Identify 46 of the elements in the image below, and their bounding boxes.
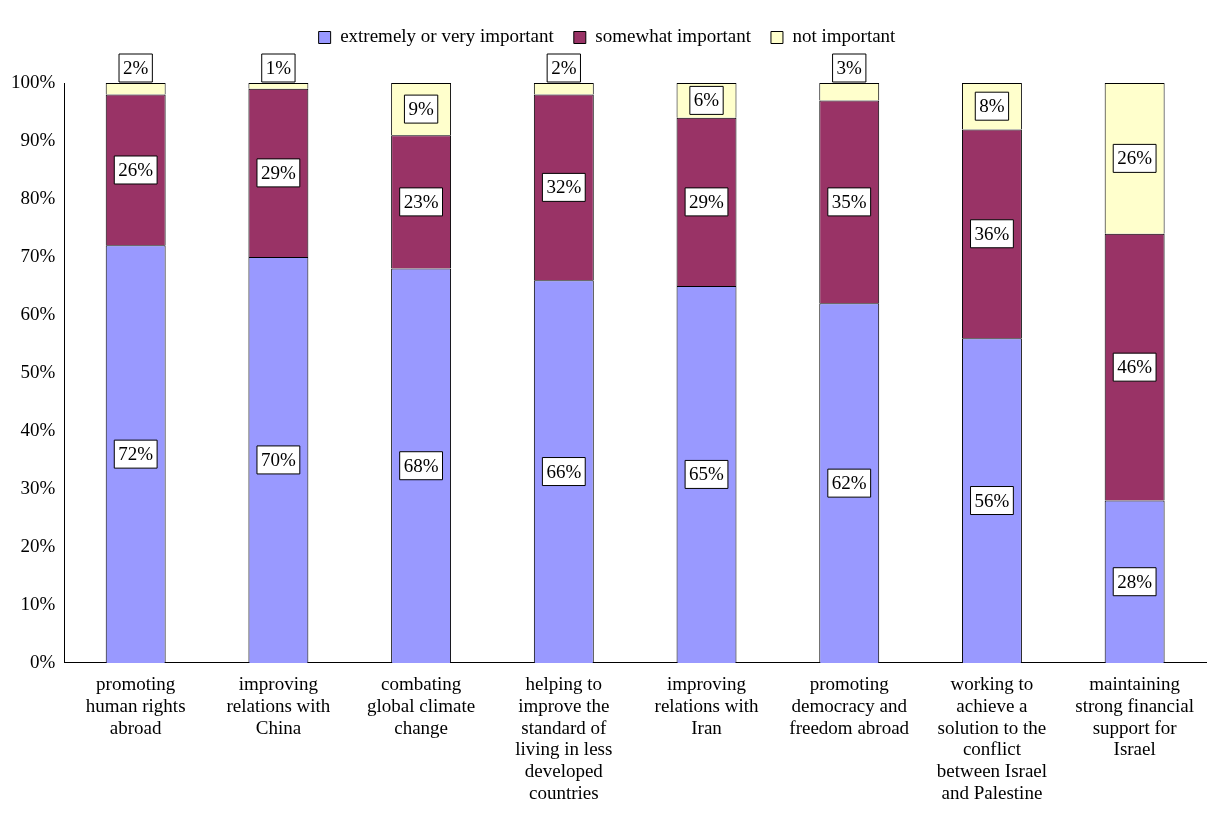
data-label: 3% [836, 56, 863, 78]
data-label: 2% [123, 56, 149, 78]
data-label: 68% [403, 454, 439, 476]
data-label: 65% [689, 463, 725, 485]
data-label: 66% [546, 460, 582, 482]
data-label: 56% [974, 489, 1010, 511]
data-label: 26% [1117, 147, 1153, 169]
y-tick-label: 40% [20, 418, 56, 440]
x-tick-label: promoting human rights abroad [85, 672, 186, 738]
data-label: 29% [689, 190, 725, 212]
x-tick-label: improving relations with Iran [654, 672, 759, 738]
y-tick-label: 30% [20, 476, 56, 498]
data-label: 29% [260, 161, 296, 183]
x-tick-label: combating global climate change [367, 672, 476, 738]
data-label: 8% [979, 95, 1005, 117]
y-tick-label: 0% [30, 650, 56, 672]
legend-label: extremely or very important [340, 25, 555, 47]
data-label: 72% [118, 443, 154, 465]
y-tick-label: 60% [20, 302, 56, 324]
data-label: 23% [403, 190, 439, 212]
data-label: 36% [974, 222, 1010, 244]
x-tick-label: maintaining strong financial support for Israel [1075, 672, 1194, 760]
data-label: 2% [551, 56, 577, 78]
y-tick-label: 50% [20, 360, 56, 382]
y-tick-label: 90% [20, 128, 56, 150]
x-tick-label: helping to improve the standard of living in less developed countries [515, 672, 613, 804]
y-tick-label: 10% [20, 592, 56, 614]
data-label: 32% [546, 176, 582, 198]
y-tick-label: 70% [20, 244, 56, 266]
data-label: 62% [831, 472, 867, 494]
legend-label: somewhat important [595, 25, 752, 47]
y-tick-label: 100% [11, 70, 56, 92]
legend-label: not important [792, 25, 897, 47]
x-tick-label: promoting democracy and freedom abroad [789, 672, 910, 738]
data-label: 1% [265, 56, 292, 78]
data-label: 26% [118, 158, 154, 180]
data-label: 9% [408, 98, 434, 120]
y-tick-label: 20% [20, 534, 56, 556]
x-tick-label: improving relations with China [226, 672, 331, 738]
data-label: 28% [1117, 570, 1153, 592]
data-label: 35% [831, 190, 867, 212]
x-tick-label: working to achieve a solution to the conflict between Israel and Palestine [936, 672, 1048, 804]
data-label: 6% [693, 89, 720, 111]
y-tick-label: 80% [20, 186, 56, 208]
data-label: 70% [260, 448, 296, 470]
data-label: 46% [1117, 356, 1153, 378]
